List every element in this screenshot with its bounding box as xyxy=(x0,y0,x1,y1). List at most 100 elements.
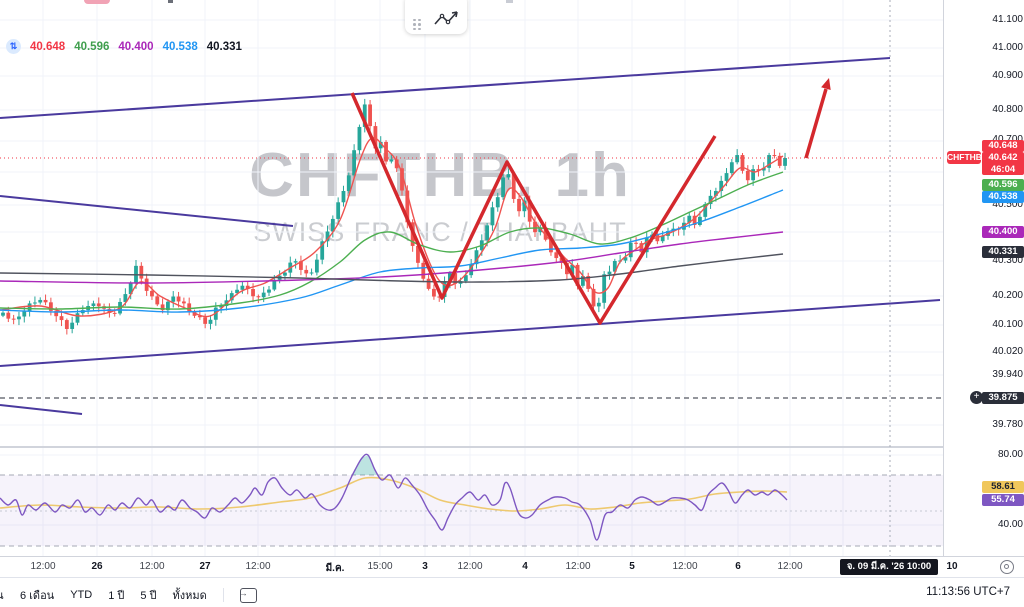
candle-body xyxy=(485,225,490,241)
timezone-settings-icon[interactable] xyxy=(1000,560,1014,574)
candle-body xyxy=(235,289,239,294)
candle-body xyxy=(91,303,96,307)
candle-body xyxy=(474,250,479,265)
session-clock[interactable]: 11:13:56 UTC+7 xyxy=(926,586,1010,598)
candle-body xyxy=(490,207,495,226)
toolbar-divider xyxy=(222,588,224,602)
candle-body xyxy=(336,202,341,219)
candle-body xyxy=(751,169,756,181)
clipped-range-button[interactable]: น xyxy=(0,586,4,604)
candle-body xyxy=(208,319,213,324)
candle-body xyxy=(38,299,43,303)
polyline-tool-icon[interactable] xyxy=(432,8,462,30)
candle-body xyxy=(160,304,165,311)
candle-body xyxy=(123,294,128,302)
time-axis[interactable]: จ. 09 มี.ค. '26 10:00 12:00 26 12:00 27 12:0… xyxy=(0,556,1024,578)
candle-body xyxy=(43,299,48,303)
candle-body xyxy=(128,282,133,295)
candle-body xyxy=(309,272,314,274)
compare-arrows-icon[interactable]: ⇅ xyxy=(6,39,21,54)
time-tick: มี.ค. xyxy=(325,563,345,574)
candle-body xyxy=(772,155,777,157)
candle-body xyxy=(352,150,357,176)
ma-blue xyxy=(0,189,784,313)
candle-body xyxy=(719,180,724,191)
candle-body xyxy=(735,155,740,163)
candle-body xyxy=(48,302,53,311)
axis-badge-40.538: 40.538 xyxy=(982,191,1024,203)
time-tick: 4 xyxy=(522,561,528,572)
candle-body xyxy=(261,292,266,298)
candle-body xyxy=(150,290,154,297)
axis-badge-58.61: 58.61 xyxy=(982,481,1024,493)
symbol-price-tag: CHFTHB xyxy=(947,151,982,164)
trendline-channel-upper[interactable] xyxy=(0,57,891,119)
candle-body xyxy=(713,190,718,196)
candle-body xyxy=(453,273,458,284)
candle-body xyxy=(703,204,708,217)
time-tick: 12:00 xyxy=(672,561,698,572)
candle-body xyxy=(432,288,436,297)
candle-body xyxy=(70,322,75,329)
projection-arrowhead xyxy=(821,78,831,90)
candle-body xyxy=(219,306,224,308)
candle-body xyxy=(155,296,160,305)
rsi-overbought-fill xyxy=(352,455,379,475)
candle-body xyxy=(607,271,612,275)
candle-body xyxy=(203,317,208,324)
axis-badge-40.648: 40.648 xyxy=(982,140,1024,152)
time-tick: 26 xyxy=(91,561,103,572)
zigzag-drawing[interactable] xyxy=(350,92,717,325)
candle-body xyxy=(373,126,378,149)
candle-body xyxy=(213,307,218,320)
trendline-left-lower[interactable] xyxy=(0,404,83,415)
legend-value-ma-fast: 40.648 xyxy=(30,40,66,53)
candle-body xyxy=(767,155,771,168)
floating-drawing-toolbar[interactable] xyxy=(405,0,467,34)
projection-arrow[interactable] xyxy=(804,88,828,159)
price-tick: 39.780 xyxy=(992,419,1023,430)
candle-body xyxy=(59,316,64,321)
candle-body xyxy=(357,126,362,151)
range-all-button[interactable]: ทั้งหมด xyxy=(172,590,207,602)
candle-body xyxy=(256,296,261,298)
candle-body xyxy=(554,252,559,259)
time-tick: 12:00 xyxy=(777,561,803,572)
legend-value-ma-magenta: 40.400 xyxy=(118,40,154,53)
trendline-channel-lower[interactable] xyxy=(0,299,941,367)
price-tick: 40.100 xyxy=(992,319,1023,330)
candle-body xyxy=(623,257,628,261)
candle-body xyxy=(6,312,11,319)
price-tick: 40.900 xyxy=(992,70,1023,81)
trendline-left-upper[interactable] xyxy=(0,195,294,227)
range-6m-button[interactable]: 6 เดือน xyxy=(20,590,55,602)
candle-body xyxy=(602,274,607,303)
bottom-toolbar: น 6 เดือน YTD 1 ปี 5 ปี ทั้งหมด 11:13:56… xyxy=(0,577,1024,607)
price-tick: 41.000 xyxy=(992,42,1023,53)
chart-pane[interactable]: CHFTHB, 1h SWISS FRANC / THAI BAHT xyxy=(0,0,943,556)
range-1y-button[interactable]: 1 ปี xyxy=(108,590,125,602)
candle-body xyxy=(745,170,750,181)
price-tick: 40.020 xyxy=(992,346,1023,357)
calendar-goto-icon[interactable] xyxy=(239,587,257,603)
candle-body xyxy=(1,312,5,316)
candle-body xyxy=(346,175,351,191)
candle-body xyxy=(559,258,564,263)
candle-body xyxy=(596,302,601,307)
add-alert-plus-icon[interactable]: + xyxy=(970,391,983,404)
candle-body xyxy=(176,296,181,302)
candle-body xyxy=(54,310,59,317)
price-axis[interactable]: CHFTHB 40.642 46:04 41.100 41.000 40.900 40… xyxy=(943,0,1024,556)
drag-handle-icon[interactable] xyxy=(413,18,427,30)
range-5y-button[interactable]: 5 ปี xyxy=(140,590,157,602)
candle-body xyxy=(426,278,431,289)
candle-body xyxy=(240,285,245,290)
chart-canvas[interactable] xyxy=(0,0,943,556)
candle-body xyxy=(634,242,638,244)
range-ytd-button[interactable]: YTD xyxy=(70,589,93,601)
candle-body xyxy=(304,269,309,274)
time-tick: 15:00 xyxy=(367,561,393,572)
candle-body xyxy=(368,104,372,127)
current-price-value: 40.642 xyxy=(988,152,1018,163)
candle-body xyxy=(761,167,766,171)
